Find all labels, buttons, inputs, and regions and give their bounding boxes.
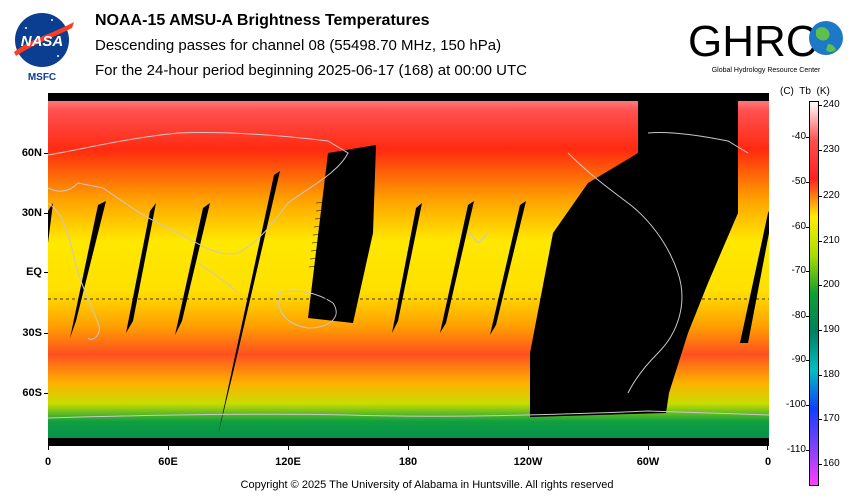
colorbar-kelvin-tick: 220 — [823, 190, 840, 201]
colorbar-kelvin-tick: 210 — [823, 235, 840, 246]
colorbar-tick-mark — [819, 196, 822, 197]
subtitle-channel: Descending passes for channel 08 (55498.… — [95, 37, 502, 54]
lat-tick — [44, 153, 48, 154]
colorbar-tick-mark — [819, 150, 822, 151]
colorbar-tick-mark — [819, 241, 822, 242]
colorbar-celsius-tick: -90 — [791, 354, 806, 365]
lat-label-30s: 30S — [22, 327, 42, 339]
nasa-wordmark: NASA — [21, 33, 64, 50]
lon-label-0-end: 0 — [764, 456, 772, 468]
copyright-notice: Copyright © 2025 The University of Alaba… — [240, 479, 614, 491]
lon-tick — [288, 446, 289, 450]
lat-tick — [44, 333, 48, 334]
colorbar-unit-kelvin: (K) — [816, 86, 830, 97]
colorbar-tick-mark — [819, 105, 822, 106]
colorbar-celsius-tick: -50 — [791, 176, 806, 187]
ghrc-caption: Global Hydrology Resource Center — [712, 67, 821, 74]
ghrc-wordmark: GHRC — [688, 17, 818, 66]
colorbar-celsius-tick: -70 — [791, 265, 806, 276]
colorbar-variable: Tb — [799, 86, 811, 97]
lon-label-120w: 120W — [513, 456, 543, 468]
nasa-msfc-logo: NASA MSFC — [12, 8, 76, 84]
lon-label-60w: 60W — [636, 456, 660, 468]
colorbar-tick-mark — [819, 419, 822, 420]
colorbar-celsius-tick: -60 — [791, 221, 806, 232]
colorbar-tick-mark — [819, 285, 822, 286]
colorbar-kelvin-tick: 170 — [823, 413, 840, 424]
colorbar-tick-mark — [819, 464, 822, 465]
colorbar-tick-mark — [806, 271, 809, 272]
coastlines — [48, 131, 769, 419]
colorbar-tick-mark — [806, 450, 809, 451]
lon-label-0: 0 — [44, 456, 52, 468]
colorbar-tick-mark — [806, 405, 809, 406]
colorbar-tick-mark — [819, 375, 822, 376]
lat-label-60s: 60S — [22, 387, 42, 399]
colorbar-kelvin-tick: 160 — [823, 458, 840, 469]
brightness-temperature-map — [48, 93, 769, 446]
colorbar-tick-mark — [806, 316, 809, 317]
lon-tick — [168, 446, 169, 450]
map-canvas — [48, 93, 769, 446]
msfc-caption: MSFC — [28, 72, 56, 83]
colorbar-tick-mark — [806, 137, 809, 138]
colorbar-tick-mark — [819, 330, 822, 331]
colorbar-celsius-tick: -80 — [791, 310, 806, 321]
colorbar-celsius-tick: -40 — [791, 131, 806, 142]
colorbar — [809, 101, 819, 486]
no-data-gaps — [48, 101, 769, 435]
colorbar-kelvin-tick: 230 — [823, 144, 840, 155]
page-title: NOAA-15 AMSU-A Brightness Temperatures — [95, 12, 430, 29]
lon-label-60e: 60E — [158, 456, 178, 468]
lat-label-eq: EQ — [26, 266, 42, 278]
colorbar-celsius-tick: -100 — [785, 399, 806, 410]
colorbar-header: (C) Tb (K) — [780, 86, 830, 97]
lat-tick — [44, 393, 48, 394]
lon-label-180: 180 — [398, 456, 418, 468]
colorbar-tick-mark — [806, 227, 809, 228]
lat-label-60n: 60N — [21, 147, 42, 159]
colorbar-kelvin-tick: 200 — [823, 279, 840, 290]
colorbar-unit-celsius: (C) — [780, 86, 794, 97]
lon-tick — [767, 446, 768, 450]
colorbar-kelvin-tick: 190 — [823, 324, 840, 335]
colorbar-kelvin-tick: 180 — [823, 369, 840, 380]
scanline-gaps — [308, 116, 739, 268]
lon-tick — [408, 446, 409, 450]
lon-tick — [48, 446, 49, 450]
lat-tick — [44, 272, 48, 273]
ghrc-logo: GHRC Global Hydrology Resource Center — [686, 10, 846, 76]
lat-tick — [44, 213, 48, 214]
subtitle-period: For the 24-hour period beginning 2025-06… — [95, 62, 527, 79]
colorbar-tick-mark — [806, 360, 809, 361]
lat-label-30n: 30N — [21, 207, 42, 219]
lon-label-120e: 120E — [275, 456, 301, 468]
colorbar-tick-mark — [806, 182, 809, 183]
colorbar-celsius-tick: -110 — [786, 444, 806, 455]
lon-tick — [648, 446, 649, 450]
colorbar-kelvin-tick: 240 — [823, 99, 840, 110]
lon-tick — [528, 446, 529, 450]
